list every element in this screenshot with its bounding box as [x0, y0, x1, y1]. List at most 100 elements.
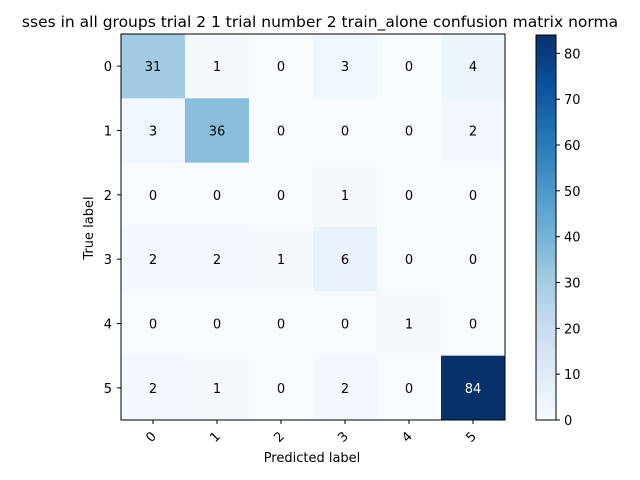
cell-value-label: 1 — [213, 60, 221, 75]
cell-value-label: 0 — [469, 253, 477, 268]
heatmap-cell — [377, 227, 442, 292]
heatmap-cell — [185, 355, 250, 421]
cell-value-label: 0 — [277, 125, 285, 140]
cell-value-label: 36 — [209, 125, 226, 140]
colorbar-bar — [535, 34, 557, 421]
heatmap-cell — [121, 98, 186, 164]
cell-value-label: 0 — [405, 253, 413, 268]
y-tick-label: 4 — [104, 318, 112, 333]
cell-value-label: 0 — [405, 60, 413, 75]
y-axis-ticks: 0 1 2 3 4 5 — [104, 60, 121, 397]
y-tick-label: 0 — [104, 60, 112, 75]
heatmap-cell — [313, 355, 378, 421]
heatmap-cell — [441, 34, 506, 99]
heatmap-cell — [185, 162, 250, 228]
heatmap-cell — [121, 355, 186, 421]
heatmap-cell — [121, 291, 186, 357]
heatmap-cell — [441, 98, 506, 164]
heatmap-cell — [377, 291, 442, 357]
cell-value-label: 1 — [277, 253, 285, 268]
x-tick-label: 0 — [143, 429, 159, 445]
colorbar: 0 10 20 30 40 50 60 70 80 — [535, 34, 581, 429]
cell-value-label: 0 — [469, 318, 477, 333]
colorbar-tick-label: 20 — [564, 322, 581, 337]
cell-value-label: 1 — [341, 189, 349, 204]
x-axis-ticks: 0 1 2 3 4 5 — [143, 420, 480, 446]
colorbar-tick-label: 80 — [564, 47, 581, 62]
cell-value-label: 2 — [149, 382, 157, 397]
heatmap-cell — [313, 162, 378, 228]
heatmap-cell — [185, 34, 250, 99]
heatmap-cell — [121, 227, 186, 292]
heatmap-cell — [313, 227, 378, 292]
cell-value-label: 0 — [405, 382, 413, 397]
cell-value-label: 84 — [465, 382, 482, 397]
heatmap-cell — [121, 162, 186, 228]
heatmap-cells: 31 1 0 3 0 4 3 36 0 0 0 2 0 0 0 1 0 0 2 2 1 6 0 0 0 0 0 0 1 0 2 1 0 2 0 84 — [121, 34, 506, 421]
cell-value-label: 0 — [277, 189, 285, 204]
cell-value-label: 0 — [213, 318, 221, 333]
heatmap-cell — [377, 34, 442, 99]
cell-value-label: 0 — [341, 318, 349, 333]
cell-value-label: 2 — [213, 253, 221, 268]
cell-value-label: 3 — [341, 60, 349, 75]
colorbar-tick-label: 70 — [564, 93, 581, 108]
y-axis-label: True label — [82, 196, 97, 260]
heatmap-cell — [121, 34, 186, 99]
cell-value-label: 0 — [149, 318, 157, 333]
heatmap-cell — [185, 291, 250, 357]
cell-value-label: 0 — [405, 125, 413, 140]
x-axis-label: Predicted label — [264, 451, 361, 466]
colorbar-tick-label: 10 — [564, 368, 581, 383]
y-tick-label: 3 — [104, 253, 112, 268]
x-tick-label: 1 — [207, 429, 223, 445]
heatmap-cell — [249, 34, 314, 99]
heatmap-cell — [249, 355, 314, 421]
cell-value-label: 4 — [469, 60, 477, 75]
heatmap-cell — [377, 355, 442, 421]
heatmap-cell — [377, 162, 442, 228]
cell-value-label: 0 — [213, 189, 221, 204]
heatmap-cell — [377, 98, 442, 164]
heatmap-cell — [185, 98, 250, 164]
heatmap-cell — [441, 291, 506, 357]
colorbar-tick-label: 30 — [564, 277, 581, 292]
cell-value-label: 0 — [341, 125, 349, 140]
x-tick-label: 5 — [463, 429, 479, 445]
cell-value-label: 31 — [145, 60, 162, 75]
cell-value-label: 0 — [277, 382, 285, 397]
heatmap-cell — [313, 98, 378, 164]
cell-value-label: 0 — [149, 189, 157, 204]
cell-value-label: 0 — [277, 60, 285, 75]
heatmap-cell — [441, 227, 506, 292]
colorbar-tick-label: 40 — [564, 231, 581, 246]
y-tick-label: 2 — [104, 189, 112, 204]
cell-value-label: 2 — [469, 125, 477, 140]
cell-value-label: 2 — [341, 382, 349, 397]
heatmap-cell — [313, 291, 378, 357]
colorbar-tick-label: 60 — [564, 139, 581, 154]
cell-value-label: 0 — [405, 189, 413, 204]
x-tick-label: 2 — [271, 429, 287, 445]
heatmap-cell — [313, 34, 378, 99]
cell-value-label: 0 — [469, 189, 477, 204]
cell-value-label: 6 — [341, 253, 349, 268]
cell-value-label: 1 — [405, 318, 413, 333]
cell-value-label: 0 — [277, 318, 285, 333]
colorbar-tick-label: 0 — [564, 414, 572, 429]
cell-value-label: 1 — [213, 382, 221, 397]
heatmap-cell — [249, 98, 314, 164]
cell-value-label: 3 — [149, 125, 157, 140]
colorbar-tick-label: 50 — [564, 185, 581, 200]
heatmap-cell — [185, 227, 250, 292]
y-tick-label: 5 — [104, 382, 112, 397]
chart-title: sses in all groups trial 2 1 trial numbe… — [22, 13, 618, 32]
heatmap-cell — [249, 227, 314, 292]
x-tick-label: 3 — [335, 429, 351, 445]
heatmap-cell — [441, 162, 506, 228]
x-tick-label: 4 — [399, 429, 415, 445]
cell-value-label: 2 — [149, 253, 157, 268]
plot-frame — [120, 33, 506, 421]
heatmap-cell — [441, 355, 506, 421]
